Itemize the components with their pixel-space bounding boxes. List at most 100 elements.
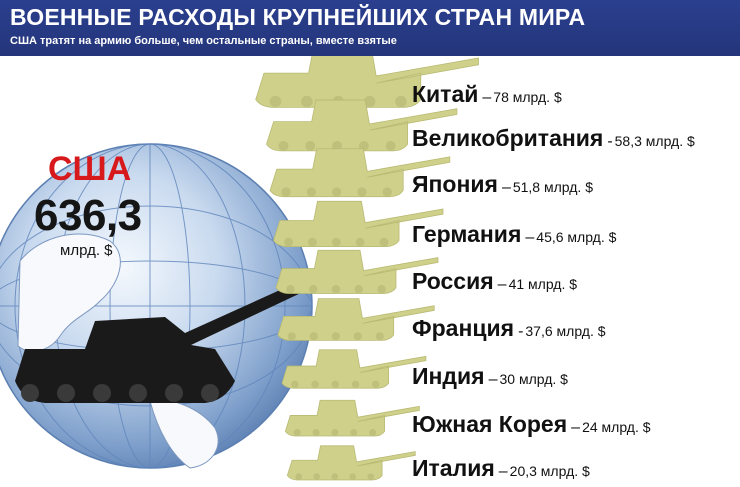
country-row: Индия –30 млрд. $	[412, 363, 568, 390]
tank-mark-4	[275, 249, 439, 294]
tank-mark-7	[284, 399, 420, 437]
tank-wheel	[357, 187, 367, 197]
tank-wheel	[301, 95, 313, 108]
tank-wheel	[269, 95, 282, 108]
tank-wheel	[355, 237, 365, 247]
tank-wheel	[293, 429, 301, 436]
tank-mark-8	[286, 445, 416, 481]
separator-dash: –	[525, 229, 535, 246]
country-row: Германия –45,6 млрд. $	[412, 221, 616, 248]
us-tank-wheel	[201, 384, 219, 402]
tank-wheel	[331, 380, 340, 389]
us-tank-wheel	[21, 384, 39, 402]
us-spending-unit: млрд. $	[60, 242, 113, 259]
tank-mark-6	[281, 349, 427, 389]
country-name-label: Россия	[412, 268, 494, 294]
separator-dash: –	[498, 463, 508, 480]
tank-wheel	[369, 429, 377, 436]
tank-wheel	[331, 429, 339, 436]
tank-wheel	[312, 429, 320, 436]
spending-value-label: 45,6 млрд. $	[536, 229, 617, 245]
country-row: Япония –51,8 млрд. $	[412, 171, 593, 198]
tank-wheel	[350, 429, 358, 436]
tank-wheel	[309, 285, 318, 294]
tank-wheel	[395, 95, 407, 108]
country-row: Южная Корея –24 млрд. $	[412, 411, 651, 438]
spending-value-label: 58,3 млрд. $	[614, 133, 695, 149]
us-tank-wheel	[129, 384, 147, 402]
tank-wheel	[287, 332, 296, 341]
tank-wheel	[331, 237, 341, 247]
tank-wheel	[291, 380, 299, 389]
tank-wheel	[331, 473, 339, 480]
tank-mark-3	[273, 200, 444, 247]
tank-wheel	[331, 187, 342, 197]
tank-wheel	[375, 332, 384, 341]
tank-wheel	[379, 237, 389, 247]
tank-wheel	[313, 473, 321, 480]
tank-wheel	[363, 95, 376, 108]
tank-mark-0	[255, 56, 479, 108]
country-name-label: Китай	[412, 81, 479, 107]
country-row: Италия –20,3 млрд. $	[412, 455, 590, 482]
separator-dash: –	[482, 89, 492, 106]
country-name-label: Германия	[412, 221, 522, 247]
tank-mark-1	[266, 99, 458, 152]
us-tank-silhouette	[15, 281, 305, 403]
tank-wheel	[278, 140, 289, 151]
us-country-label: США	[48, 150, 132, 188]
separator-dash: -	[518, 323, 524, 340]
tank-wheel	[306, 187, 317, 197]
tank-wheel	[284, 237, 293, 247]
tank-wheel	[385, 140, 396, 151]
tank-wheel	[281, 187, 291, 197]
country-name-label: Франция	[412, 315, 515, 341]
separator-dash: -	[607, 133, 613, 150]
tank-wheel	[295, 473, 303, 480]
tank-wheel	[349, 473, 357, 480]
page-title: ВОЕННЫЕ РАСХОДЫ КРУПНЕЙШИХ СТРАН МИРА	[10, 4, 586, 30]
tank-wheel	[286, 285, 295, 294]
separator-dash: –	[571, 419, 581, 436]
country-name-label: Южная Корея	[412, 411, 568, 437]
country-row: Великобритания -58,3 млрд. $	[412, 125, 695, 152]
spending-value-label: 37,6 млрд. $	[525, 323, 606, 339]
tank-wheel	[351, 380, 360, 389]
country-row: Франция -37,6 млрд. $	[412, 315, 606, 342]
country-row: Россия –41 млрд. $	[412, 268, 577, 295]
country-name-label: Италия	[412, 455, 495, 481]
spending-value-label: 78 млрд. $	[493, 89, 562, 105]
spending-value-label: 30 млрд. $	[499, 371, 568, 387]
spending-value-label: 41 млрд. $	[508, 276, 578, 292]
page-subtitle: США тратят на армию больше, чем остальны…	[10, 35, 397, 47]
us-tank-wheel	[57, 384, 75, 402]
tank-wheel	[305, 140, 316, 151]
tank-wheel	[331, 332, 340, 341]
tank-wheel	[382, 187, 392, 197]
separator-dash: –	[501, 179, 511, 196]
tank-mark-5	[277, 298, 435, 341]
us-tank-wheel	[165, 384, 183, 402]
tank-wheel	[377, 285, 386, 294]
chart-canvas	[0, 56, 479, 481]
us-spending-value: 636,3	[34, 191, 142, 240]
tank-wheel	[372, 380, 380, 389]
country-name-label: Индия	[412, 363, 485, 389]
tank-mark-2	[269, 148, 451, 198]
spending-value-label: 20,3 млрд. $	[509, 463, 590, 479]
tank-wheel	[367, 473, 375, 480]
header-banner: ВОЕННЫЕ РАСХОДЫ КРУПНЕЙШИХ СТРАН МИРА СШ…	[0, 0, 740, 56]
country-row: Китай –78 млрд. $	[412, 81, 562, 108]
country-name-label: Великобритания	[412, 125, 604, 151]
spending-value-label: 51,8 млрд. $	[512, 179, 593, 195]
country-name-label: Япония	[412, 171, 498, 197]
tank-wheel	[353, 332, 362, 341]
separator-dash: –	[497, 276, 507, 293]
tank-wheel	[308, 237, 317, 247]
tank-wheel	[309, 332, 318, 341]
tank-wheel	[311, 380, 319, 389]
tank-wheel	[331, 285, 341, 294]
tank-wheel	[354, 285, 363, 294]
spending-value-label: 24 млрд. $	[582, 419, 651, 435]
us-tank-wheel	[93, 384, 111, 402]
